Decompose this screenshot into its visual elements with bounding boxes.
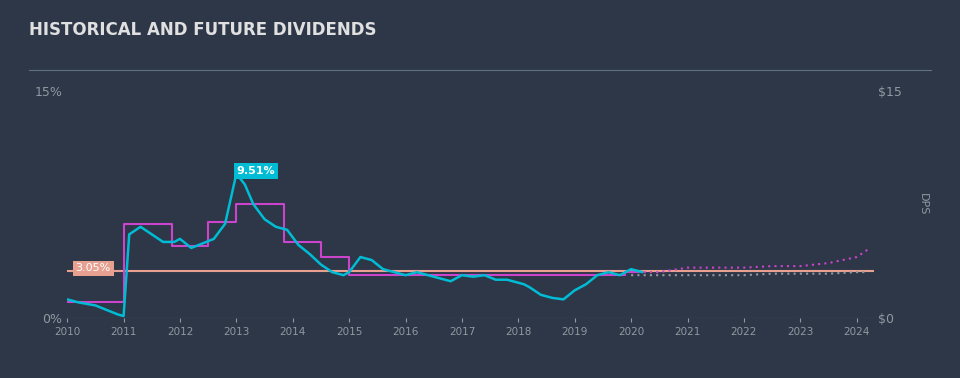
Text: 3.05%: 3.05% [76,263,111,273]
Text: 9.51%: 9.51% [236,166,275,176]
Text: HISTORICAL AND FUTURE DIVIDENDS: HISTORICAL AND FUTURE DIVIDENDS [29,21,376,39]
Text: DPS: DPS [918,193,928,215]
